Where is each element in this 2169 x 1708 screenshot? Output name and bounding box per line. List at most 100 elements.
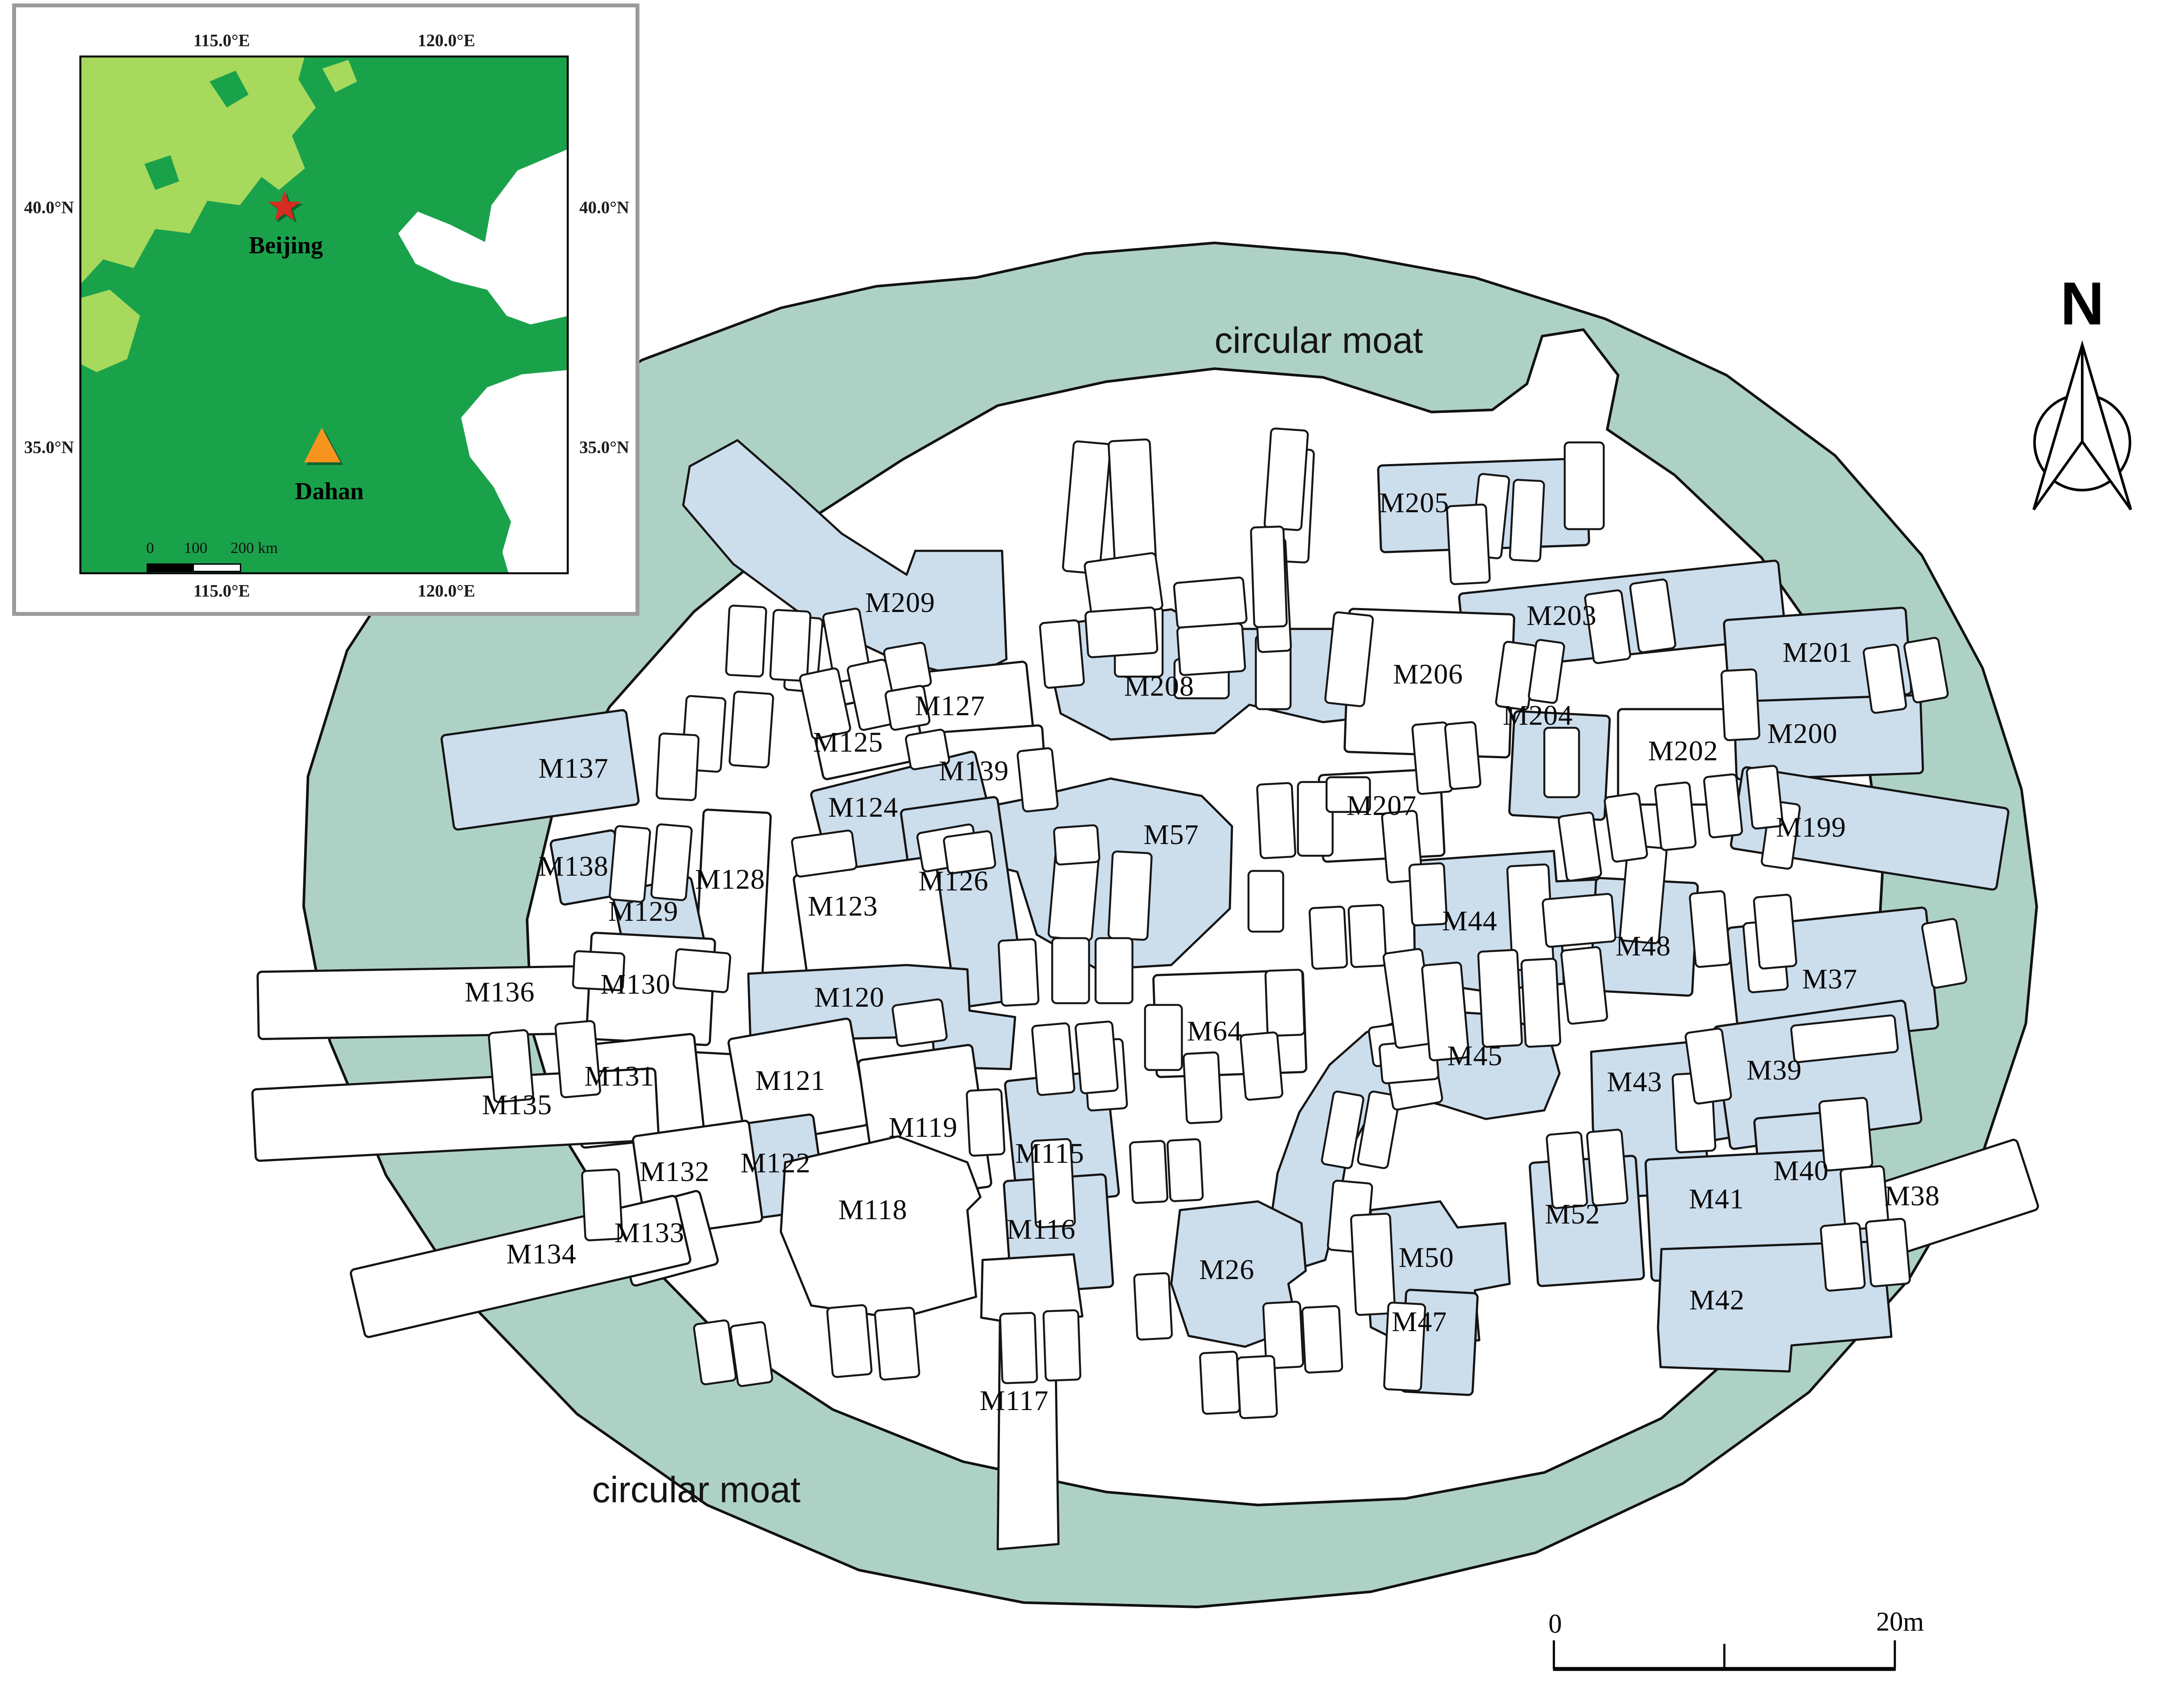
tomb-unlabeled [1264,427,1309,531]
inset-map-area [79,55,569,575]
tomb-unlabeled [1173,576,1248,629]
tomb-unlabeled [1308,906,1348,970]
inset-scale-200km: 200 km [230,539,278,556]
inset-sea-north [398,149,569,324]
tomb-unlabeled [874,1306,921,1381]
tomb-unlabeled [1062,440,1111,575]
inset-lat-right-bottom: 35.0°N [579,437,629,457]
tomb-unlabeled [826,1304,873,1378]
tomb-unlabeled [1477,949,1523,1048]
tomb-unlabeled [966,1088,1006,1157]
tomb-unlabeled [1199,1351,1241,1415]
tomb-inner-pit [1563,441,1605,530]
tomb-unlabeled [693,1319,737,1385]
tomb-unlabeled [885,685,931,731]
tomb-unlabeled [1586,1129,1628,1207]
inset-map-svg [79,55,569,575]
tomb-unlabeled [572,950,626,991]
inset-scale-100: 100 [184,539,207,556]
inset-location-map: 115.0°E 120.0°E 115.0°E 120.0°E 40.0°N 4… [12,3,639,616]
tomb-unlabeled [1903,637,1949,703]
tomb-unlabeled [1016,747,1059,813]
unlabeled-tombs-layer [488,427,1968,1419]
tomb-unlabeled [1446,504,1491,585]
tomb-unlabeled [725,605,767,677]
tomb-unlabeled [1183,1051,1222,1124]
tomb-unlabeled [1084,606,1159,658]
tomb-unlabeled [1421,962,1470,1061]
tomb-unlabeled [1560,946,1608,1025]
tomb-unlabeled [1720,668,1760,741]
tomb-inner-pit [1509,479,1545,562]
tomb-inner-pit [1357,1090,1400,1169]
tomb-unlabeled [1166,1138,1204,1202]
tomb-unlabeled [1265,969,1305,1037]
tomb-unlabeled [1820,1222,1866,1292]
tomb-unlabeled [1075,1021,1119,1094]
tomb-unlabeled [1603,792,1648,863]
tomb-unlabeled [1176,622,1246,676]
tomb-unlabeled [729,1321,773,1387]
tomb-unlabeled [1094,937,1134,1005]
tomb-inner-pit [891,998,948,1047]
tomb-M135 [251,1067,660,1162]
inset-sea-south [461,370,569,574]
tomb-unlabeled [554,1020,601,1099]
tomb-unlabeled [1703,773,1743,838]
tomb-unlabeled [1297,781,1334,857]
tomb-unlabeled [1039,619,1085,689]
dahan-triangle-icon [304,428,341,462]
tomb-unlabeled [997,938,1040,1007]
inset-lon-top-left: 115.0°E [193,30,250,50]
tomb-M118 [780,1135,982,1320]
inset-lon-top-right: 120.0°E [417,30,475,50]
tomb-unlabeled [1053,824,1101,866]
tomb-unlabeled [799,667,851,740]
tomb-inner-pit [1619,844,1668,944]
tomb-unlabeled [1042,1309,1081,1382]
tomb-M209 [682,439,1008,680]
scale-bar [1553,1640,1896,1671]
inset-scale-0: 0 [146,539,154,556]
tomb-inner-pit [1629,578,1677,654]
inset-light-speckle [322,60,357,92]
tomb-inner-pit [1107,851,1153,941]
inset-lat-left-top: 40.0°N [24,197,74,217]
tomb-unlabeled [1865,1217,1911,1288]
north-arrow-icon [2032,340,2132,510]
tomb-inner-pit [1031,1138,1076,1228]
tomb-M52 [1529,1155,1645,1287]
tomb-unlabeled [1250,525,1288,628]
tomb-unlabeled [1408,862,1448,926]
tomb-inner-pit [943,830,996,874]
tomb-unlabeled [1239,1031,1284,1101]
tomb-inner-pit [1546,1131,1588,1209]
tomb-unlabeled [905,729,950,770]
beijing-label: Beijing [249,232,323,259]
inset-land-light-patch [79,290,140,372]
tomb-unlabeled [1347,904,1387,968]
tomb-unlabeled [1862,644,1907,714]
tomb-inner-pit [1321,1090,1364,1169]
tomb-unlabeled [791,829,858,878]
tomb-unlabeled [650,823,693,901]
tomb-unlabeled [1654,781,1697,851]
tomb-unlabeled [1236,1355,1278,1419]
tomb-unlabeled [1324,611,1374,707]
tomb-unlabeled [1247,870,1284,933]
inset-lat-left-bottom: 35.0°N [24,437,74,457]
tomb-unlabeled [1256,782,1297,859]
tomb-unlabeled [728,690,774,769]
tomb-unlabeled [609,825,651,903]
inset-lat-right-top: 40.0°N [579,197,629,217]
tomb-unlabeled [1921,918,1968,989]
tomb-unlabeled [672,948,731,993]
tomb-unlabeled [1746,765,1784,830]
tomb-unlabeled [1383,1302,1426,1392]
tomb-unlabeled [1684,1027,1732,1105]
tomb-inner-pit [1543,726,1580,798]
tomb-unlabeled [1520,958,1561,1048]
tomb-unlabeled [1031,1022,1075,1096]
